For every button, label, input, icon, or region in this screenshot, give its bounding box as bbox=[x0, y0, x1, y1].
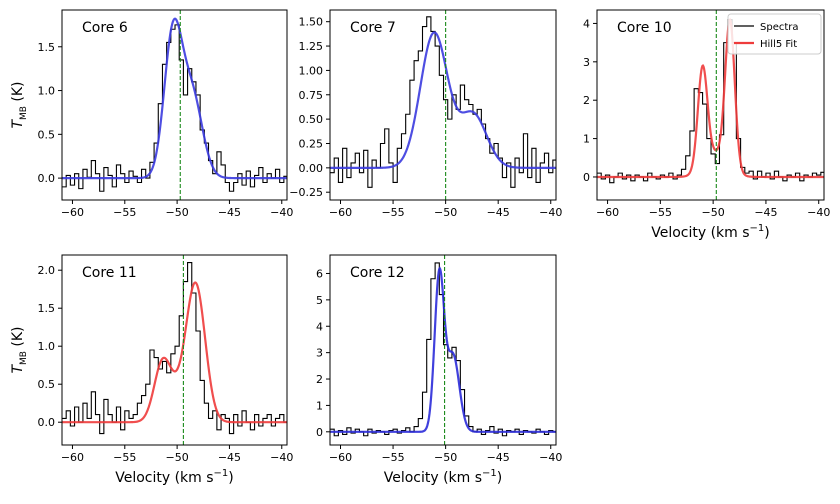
axes-frame bbox=[329, 9, 557, 201]
x-tick-label: −50 bbox=[166, 451, 189, 464]
x-tick-label: −55 bbox=[113, 451, 136, 464]
y-tick-label: 1.5 bbox=[38, 41, 56, 54]
plot-area bbox=[62, 10, 287, 200]
panel-core-6: −60 −55 −50 −45 −40 0.0 0.5 1.0 1.5 Core 6 TMB (K) bbox=[10, 9, 293, 219]
x-tick-label: −55 bbox=[113, 206, 136, 219]
y-tick-label: 1.5 bbox=[38, 302, 56, 315]
panel-core-10: −60 −55 −50 −45 −40 0 1 2 3 4 Core 10 Velocity (km … bbox=[583, 9, 830, 241]
x-tick-label: −45 bbox=[218, 451, 241, 464]
axes-frame bbox=[61, 9, 288, 201]
y-tick-label: 4 bbox=[316, 320, 323, 333]
y-tick-label: 0.5 bbox=[38, 378, 56, 391]
x-tick-label: −60 bbox=[596, 206, 619, 219]
x-tick-label: −45 bbox=[754, 206, 777, 219]
spectrum-line bbox=[330, 16, 556, 188]
y-tick-label: 0.25 bbox=[299, 137, 324, 150]
panel-title: Core 10 bbox=[617, 20, 672, 36]
fit-curve bbox=[330, 31, 556, 169]
spectrum-line bbox=[330, 262, 556, 437]
y-tick-label: 1.00 bbox=[299, 64, 324, 77]
x-tick-label: −40 bbox=[539, 451, 562, 464]
x-axis-label: Velocity (km s−1) bbox=[651, 223, 770, 241]
plot-area bbox=[597, 10, 824, 200]
y-tick-label: 1.50 bbox=[299, 16, 324, 29]
panel-core-11: −60 −55 −50 −45 −40 0.0 0.5 1.0 1.5 2.0 Core 11 Vel… bbox=[10, 254, 293, 486]
y-tick-label: 3 bbox=[316, 347, 323, 360]
y-tick-label: 0.00 bbox=[299, 162, 324, 175]
y-tick-label: 4 bbox=[583, 17, 590, 30]
x-tick-label: −60 bbox=[329, 206, 352, 219]
fit-curve bbox=[330, 266, 556, 433]
legend-label: Spectra bbox=[760, 22, 799, 33]
y-axis-label: TMB (K) bbox=[10, 81, 29, 128]
axes-frame bbox=[329, 254, 557, 446]
panel-title: Core 7 bbox=[350, 20, 396, 36]
x-tick-label: −50 bbox=[434, 451, 457, 464]
y-tick-label: 1 bbox=[583, 133, 590, 146]
x-tick-label: −60 bbox=[61, 451, 84, 464]
fit-curve bbox=[62, 281, 287, 424]
y-tick-label: 0.50 bbox=[299, 113, 324, 126]
spectrum-line bbox=[62, 262, 287, 435]
legend-label: Hill5 Fit bbox=[760, 39, 797, 50]
panel-title: Core 6 bbox=[82, 20, 128, 36]
y-tick-label: 0.75 bbox=[299, 89, 324, 102]
x-tick-label: −55 bbox=[649, 206, 672, 219]
x-tick-label: −50 bbox=[166, 206, 189, 219]
x-tick-label: −60 bbox=[329, 451, 352, 464]
y-tick-label: 0.5 bbox=[38, 128, 56, 141]
y-tick-label: 2 bbox=[316, 373, 323, 386]
panel-title: Core 12 bbox=[350, 265, 405, 281]
panel-core-12: −60 −55 −50 −45 −40 0 1 2 3 4 5 6 Core 12 Velocity (k… bbox=[316, 254, 562, 486]
x-tick-label: −45 bbox=[487, 451, 510, 464]
axes-frame bbox=[61, 254, 288, 446]
y-axis-label: TMB (K) bbox=[10, 326, 29, 373]
x-tick-label: −45 bbox=[487, 206, 510, 219]
y-tick-label: 1.25 bbox=[299, 40, 324, 53]
y-tick-label: 2 bbox=[583, 94, 590, 107]
legend: Spectra Hill5 Fit bbox=[727, 13, 822, 55]
y-tick-label: 0.0 bbox=[38, 172, 56, 185]
x-axis-label: Velocity (km s−1) bbox=[384, 468, 503, 486]
x-tick-label: −45 bbox=[218, 206, 241, 219]
spectrum-line bbox=[62, 24, 287, 192]
x-tick-label: −55 bbox=[381, 206, 404, 219]
y-tick-label: 1.0 bbox=[38, 340, 56, 353]
x-tick-label: −50 bbox=[434, 206, 457, 219]
plot-area bbox=[330, 10, 556, 200]
x-tick-label: −55 bbox=[381, 451, 404, 464]
panel-core-7: −60 −55 −50 −45 −40 −0.25 0.00 0.25 0.50 0.75 1.00… bbox=[289, 9, 562, 219]
y-tick-label: 0.0 bbox=[38, 416, 56, 429]
x-tick-label: −50 bbox=[702, 206, 725, 219]
x-tick-label: −60 bbox=[61, 206, 84, 219]
y-tick-label: 0 bbox=[583, 171, 590, 184]
y-tick-label: 2.0 bbox=[38, 264, 56, 277]
y-tick-label: 1.0 bbox=[38, 85, 56, 98]
panel-title: Core 11 bbox=[82, 265, 137, 281]
y-tick-label: 6 bbox=[316, 267, 323, 280]
fit-curve bbox=[62, 17, 287, 180]
plot-area bbox=[62, 255, 287, 445]
plot-area bbox=[330, 255, 556, 445]
y-tick-label: 0 bbox=[316, 426, 323, 439]
axes-frame bbox=[596, 9, 825, 201]
x-tick-label: −40 bbox=[807, 206, 830, 219]
y-tick-label: 1 bbox=[316, 399, 323, 412]
x-axis-label: Velocity (km s−1) bbox=[115, 468, 234, 486]
fit-curve bbox=[597, 17, 824, 179]
y-tick-label: 5 bbox=[316, 294, 323, 307]
y-tick-label: −0.25 bbox=[289, 186, 323, 199]
x-tick-label: −40 bbox=[539, 206, 562, 219]
x-tick-label: −40 bbox=[270, 451, 293, 464]
y-tick-label: 3 bbox=[583, 56, 590, 69]
x-tick-label: −40 bbox=[270, 206, 293, 219]
